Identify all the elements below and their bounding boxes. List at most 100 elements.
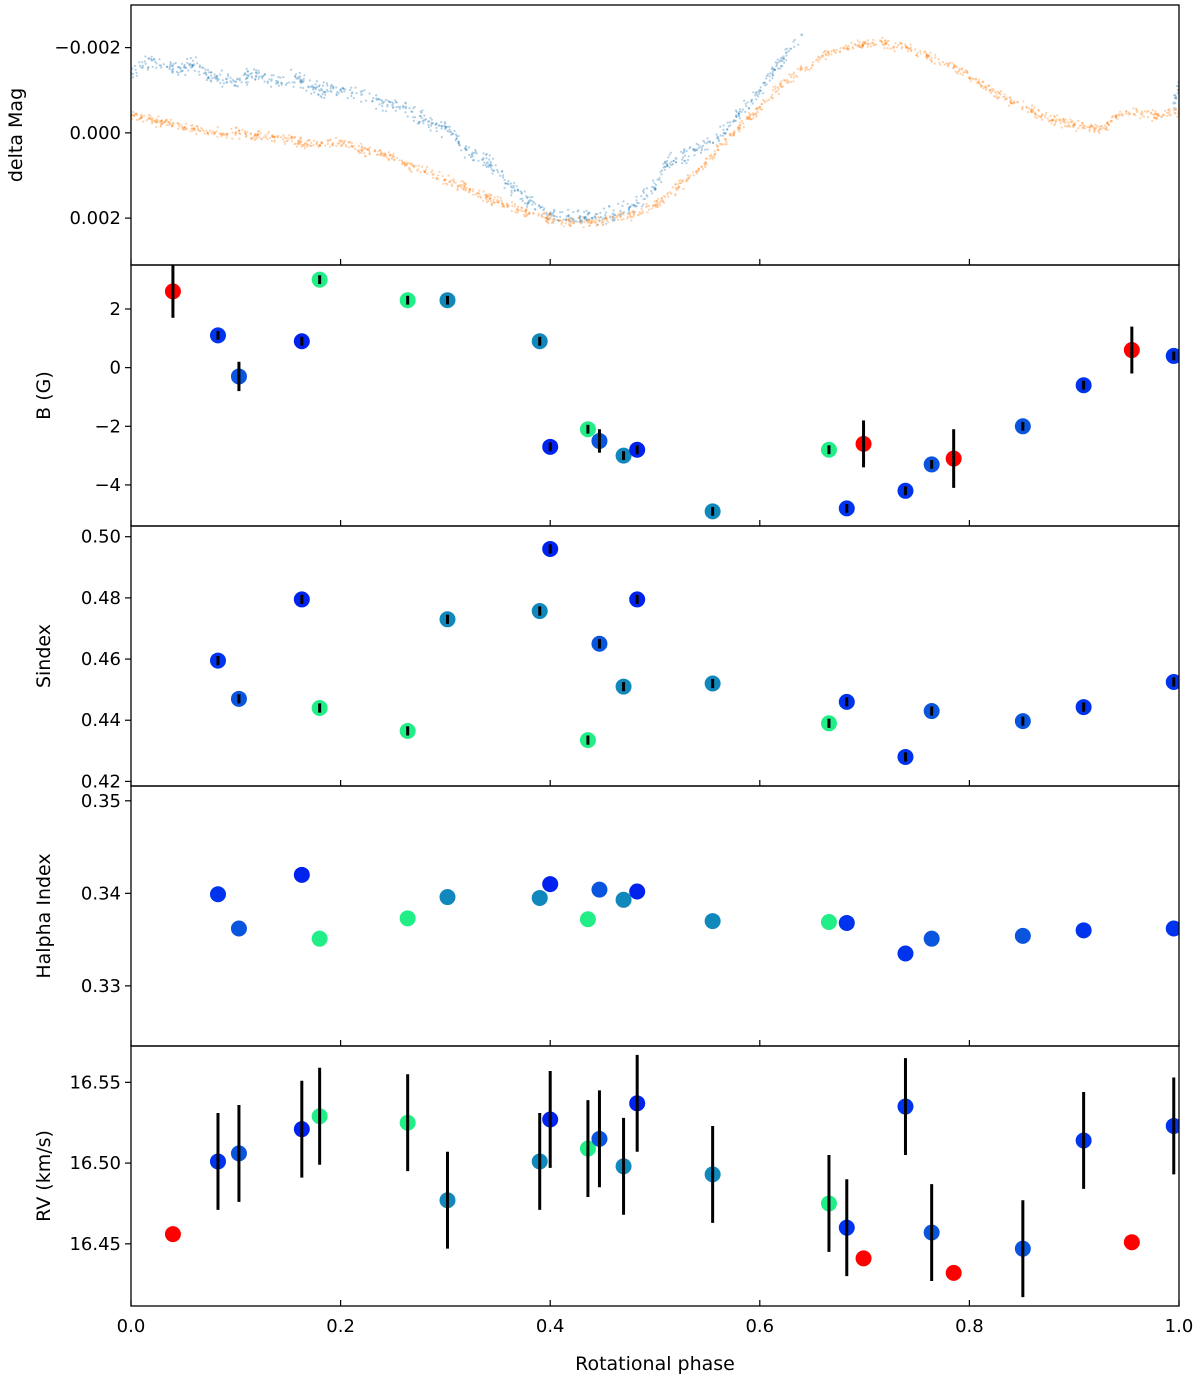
lc-point xyxy=(147,117,150,121)
lc-point xyxy=(745,117,748,120)
lc-point xyxy=(244,78,247,81)
lc-point xyxy=(1089,125,1092,128)
lc-point xyxy=(189,62,192,66)
lc-point xyxy=(155,120,158,123)
lc-point xyxy=(771,77,774,80)
lc-point xyxy=(980,84,983,87)
lc-point xyxy=(567,220,570,223)
lc-point xyxy=(656,205,659,208)
lc-point xyxy=(543,216,546,219)
lc-point xyxy=(713,156,716,159)
lc-point xyxy=(776,86,780,89)
lc-point xyxy=(568,223,571,227)
axes-frame-rv xyxy=(130,1045,1180,1307)
lc-point xyxy=(886,47,889,50)
lc-point xyxy=(383,100,386,104)
lc-point xyxy=(320,141,323,144)
lc-point xyxy=(776,61,779,64)
lc-point xyxy=(674,194,677,197)
lc-point xyxy=(375,97,378,100)
lc-anchor-point xyxy=(423,118,426,122)
lc-point xyxy=(723,132,726,135)
lc-point xyxy=(295,77,298,80)
lc-point xyxy=(225,132,228,135)
lc-point xyxy=(965,70,968,73)
lc-point xyxy=(447,174,450,177)
lc-point xyxy=(468,188,471,192)
lc-point xyxy=(496,195,499,198)
lc-point xyxy=(762,98,765,102)
lc-point xyxy=(745,115,748,118)
lc-point xyxy=(177,73,180,76)
lc-point xyxy=(190,66,193,69)
lc-anchor-point xyxy=(590,216,594,220)
data-point xyxy=(855,1250,872,1267)
lc-point xyxy=(878,39,882,42)
lc-point xyxy=(682,156,685,159)
lc-point xyxy=(951,66,955,70)
lc-point xyxy=(543,207,546,210)
lc-point xyxy=(496,199,499,202)
lc-point xyxy=(708,154,711,157)
lc-point xyxy=(450,130,453,133)
lc-point xyxy=(414,164,417,167)
lc-point xyxy=(663,201,666,204)
lc-point xyxy=(777,67,780,70)
lc-point xyxy=(491,169,495,172)
lc-point xyxy=(280,81,283,84)
lc-point xyxy=(743,99,746,102)
lc-point xyxy=(504,182,507,185)
lc-point xyxy=(1083,125,1086,128)
lc-point xyxy=(197,127,200,130)
lc-point xyxy=(587,218,590,221)
lc-point xyxy=(257,69,260,72)
lc-point xyxy=(1081,126,1084,129)
lc-point xyxy=(752,113,755,116)
lc-point xyxy=(510,189,513,192)
lc-point xyxy=(886,40,889,43)
lc-point xyxy=(413,105,416,108)
lc-anchor-point xyxy=(464,186,468,190)
lc-point xyxy=(431,173,434,176)
lc-point xyxy=(577,209,580,212)
lc-point xyxy=(742,108,745,111)
lc-anchor-point xyxy=(548,212,552,216)
lc-point xyxy=(235,126,238,129)
lc-point xyxy=(1153,116,1156,119)
lc-point xyxy=(1173,94,1176,97)
lc-point xyxy=(654,204,657,207)
lc-point xyxy=(300,136,303,139)
plot-area-lightcurve xyxy=(131,33,1179,229)
lc-point xyxy=(1158,114,1161,117)
lc-point xyxy=(748,118,751,121)
lc-point xyxy=(457,134,460,138)
lc-point xyxy=(340,145,343,148)
lc-point xyxy=(987,84,991,87)
lc-point xyxy=(476,191,479,195)
lc-point xyxy=(705,157,708,160)
lc-point xyxy=(501,170,504,173)
lc-point xyxy=(843,47,846,50)
lc-point xyxy=(171,64,174,67)
lc-point xyxy=(643,188,646,191)
lc-point xyxy=(335,144,338,147)
lc-point xyxy=(881,40,884,44)
lc-point xyxy=(266,132,269,135)
lc-point xyxy=(804,66,807,70)
lc-point xyxy=(485,153,488,156)
lc-point xyxy=(141,64,144,67)
lc-point xyxy=(777,92,781,96)
lc-point xyxy=(216,126,219,129)
lc-point xyxy=(176,122,179,125)
lc-point xyxy=(312,86,315,89)
lc-point xyxy=(782,57,786,61)
lc-point xyxy=(1153,116,1156,119)
lc-point xyxy=(984,86,987,89)
lc-point xyxy=(590,219,593,222)
lc-point xyxy=(171,124,174,128)
lc-point xyxy=(733,119,736,122)
lc-point xyxy=(150,122,154,125)
lc-point xyxy=(541,212,544,215)
lc-point xyxy=(675,189,678,192)
lc-point xyxy=(866,45,869,48)
